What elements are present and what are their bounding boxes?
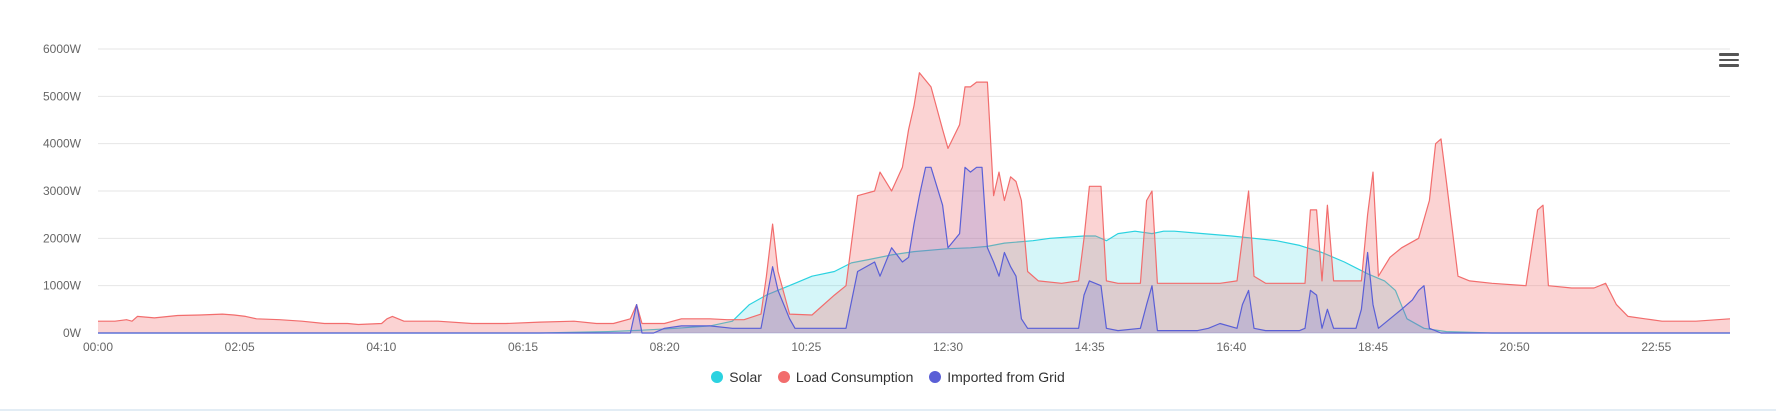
- legend-item-imported-from-grid[interactable]: Imported from Grid: [929, 369, 1065, 385]
- series-area-imported-from-grid: [98, 167, 1730, 333]
- y-tick-label: 4000W: [43, 137, 82, 151]
- x-axis-labels: 00:00 02:05 04:10 06:15 08:20 10:25 12:30 14:35…: [83, 340, 1672, 354]
- legend-marker-load-consumption: [777, 371, 790, 383]
- legend-item-solar[interactable]: Solar: [711, 369, 762, 385]
- x-tick-label: 20:50: [1500, 340, 1530, 354]
- x-tick-label: 10:25: [791, 340, 821, 354]
- legend: Solar Load Consumption Imported from Gri…: [0, 369, 1776, 386]
- series-area-solar: [98, 231, 1730, 333]
- chart-menu-icon[interactable]: [1719, 53, 1739, 69]
- x-tick-label: 16:40: [1216, 340, 1246, 354]
- x-tick-label: 22:55: [1641, 340, 1671, 354]
- series-areas: [98, 72, 1731, 334]
- y-tick-label: 0W: [63, 326, 82, 340]
- x-tick-label: 00:00: [83, 340, 113, 354]
- x-tick-label: 04:10: [366, 340, 396, 354]
- legend-label-imported-from-grid: Imported from Grid: [947, 369, 1065, 385]
- series-area-load-consumption: [98, 72, 1730, 333]
- x-tick-label: 14:35: [1075, 340, 1105, 354]
- legend-label-solar: Solar: [729, 369, 762, 385]
- y-tick-label: 3000W: [43, 184, 82, 198]
- legend-marker-imported-from-grid: [929, 371, 942, 383]
- x-tick-label: 08:20: [650, 340, 680, 354]
- x-tick-label: 02:05: [225, 340, 255, 354]
- x-tick-label: 18:45: [1358, 340, 1388, 354]
- y-tick-label: 6000W: [43, 42, 82, 56]
- series-line-load-consumption: [98, 72, 1731, 326]
- y-tick-label: 1000W: [43, 279, 82, 293]
- x-tick-label: 06:15: [508, 340, 538, 354]
- bottom-border: [0, 409, 1776, 411]
- legend-marker-solar: [711, 371, 724, 383]
- legend-item-load-consumption[interactable]: Load Consumption: [777, 369, 914, 385]
- y-tick-label: 2000W: [43, 231, 82, 245]
- y-axis-labels: 0W 1000W 2000W 3000W 4000W 5000W 6000W: [43, 42, 82, 340]
- series-line-imported-from-grid: [98, 166, 1730, 334]
- gridlines: [98, 48, 1730, 334]
- x-tick-label: 12:30: [933, 340, 963, 354]
- y-tick-label: 5000W: [43, 89, 82, 103]
- legend-label-load-consumption: Load Consumption: [795, 369, 914, 385]
